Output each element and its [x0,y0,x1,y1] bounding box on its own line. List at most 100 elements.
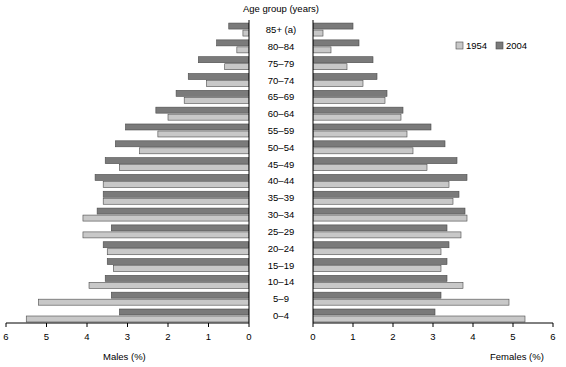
legend-swatch [456,42,463,49]
tick [249,323,250,327]
axis-title: Age group (years) [243,3,319,14]
category-label: 0–4 [273,310,289,321]
bar [103,198,249,204]
bar [243,30,249,36]
category-label: 20–24 [268,243,294,254]
bar [188,74,249,80]
tick [127,323,128,327]
category-label: 30–34 [268,209,294,220]
bar [229,23,249,29]
tick-label: 0 [310,331,315,342]
bar [111,292,249,298]
category-label: 65–69 [268,91,294,102]
bar [313,181,449,187]
bar [184,97,249,103]
bar [140,148,249,154]
bar [313,23,353,29]
tick-label: 4 [470,331,475,342]
bar [38,299,249,305]
bar [198,57,249,63]
bar [95,174,249,180]
category-label: 15–19 [268,260,294,271]
tick-label: 1 [206,331,211,342]
bar [313,292,441,298]
bar [97,208,249,214]
axis-label: Females (%) [490,351,544,362]
tick-label: 3 [430,331,435,342]
tick [513,323,514,327]
tick [208,323,209,327]
tick [313,323,314,327]
bar [206,81,249,87]
bar [313,64,347,70]
tick-label: 3 [125,331,130,342]
bar [313,198,453,204]
category-label: 70–74 [268,75,294,86]
bar [313,266,441,272]
bar [119,165,249,171]
bar [313,114,401,120]
tick [393,323,394,327]
bar [313,165,427,171]
bar [313,148,413,154]
bar [313,57,373,63]
zero-line [249,20,250,323]
bar [313,74,377,80]
bar [83,215,249,221]
category-label: 75–79 [268,58,294,69]
category-label: 60–64 [268,108,294,119]
bar [313,90,387,96]
bar [313,30,323,36]
bar [313,158,457,164]
tick-label: 5 [44,331,49,342]
bar [125,124,249,130]
bar [105,275,249,281]
bar [313,242,449,248]
bar [176,90,249,96]
tick-label: 4 [84,331,89,342]
bar [313,249,441,255]
bar [313,81,363,87]
axis-label: Males (%) [103,351,146,362]
bar [313,275,447,281]
category-label: 35–39 [268,192,294,203]
bar [26,316,249,322]
bar [103,242,249,248]
bar [313,215,467,221]
bar [313,232,461,238]
bar [217,40,249,46]
legend-label: 1954 [466,40,487,51]
category-label: 45–49 [268,159,294,170]
bar [313,107,403,113]
tick-label: 1 [350,331,355,342]
category-label: 10–14 [268,276,294,287]
bar [119,309,249,315]
tick [87,323,88,327]
tick-label: 2 [390,331,395,342]
legend-label: 2004 [506,40,527,51]
bar [107,259,249,265]
category-label: 55–59 [268,125,294,136]
bar [313,141,445,147]
bar [89,282,249,288]
tick [353,323,354,327]
bar [168,114,249,120]
category-label: 80–84 [268,41,294,52]
tick [553,323,554,327]
legend: 1954 2004 [456,40,527,51]
bar [115,141,249,147]
bar [313,97,385,103]
bar [225,64,249,70]
category-label: 5–9 [273,293,289,304]
bars [313,23,525,322]
bar [313,174,467,180]
zero-line [313,20,314,323]
bar [111,225,249,231]
bar [113,266,249,272]
tick-label: 5 [510,331,515,342]
tick [433,323,434,327]
tick [168,323,169,327]
bar [313,309,435,315]
bar [156,107,249,113]
bar [237,47,249,53]
